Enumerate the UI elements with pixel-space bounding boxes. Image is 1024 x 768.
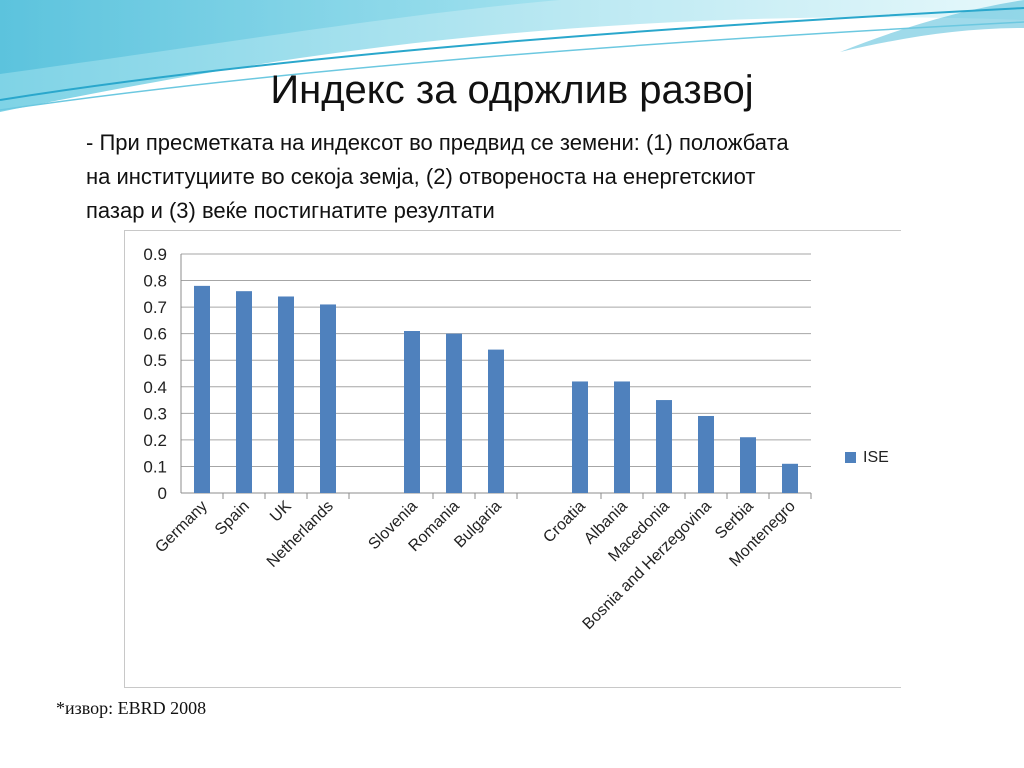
bar-serbia (740, 437, 756, 493)
y-tick-label: 0.2 (143, 431, 167, 450)
body-line-2: на институциите во секоја земја, (2) отв… (86, 164, 756, 189)
bar-slovenia (404, 331, 420, 493)
x-tick-label: Spain (212, 498, 253, 539)
legend-swatch (845, 452, 856, 463)
slide-title: Индекс за одржлив развој (270, 68, 754, 112)
bar-bulgaria (488, 349, 504, 493)
x-tick-label: UK (267, 498, 295, 526)
bar-chart: 0 0.1 0.2 0.3 0.4 0.5 0.6 0.7 0.8 0.9 Germany Spain… (143, 245, 889, 633)
y-tick-label: 0.8 (143, 272, 167, 291)
y-tick-label: 0.6 (143, 325, 167, 344)
chart-frame: 0 0.1 0.2 0.3 0.4 0.5 0.6 0.7 0.8 0.9 Germany Spain… (124, 230, 901, 688)
header-wave-decoration (0, 0, 1024, 112)
source-note: *извор: EBRD 2008 (56, 698, 207, 718)
legend-label: ISE (863, 449, 889, 466)
y-tick-label: 0 (158, 484, 167, 503)
bar-romania (446, 333, 462, 493)
bar-macedonia (656, 400, 672, 493)
slide-body-text: - При пресметката на индексот во предвид… (86, 126, 926, 228)
y-tick-label: 0.5 (143, 351, 167, 370)
body-line-1: - При пресметката на индексот во предвид… (86, 130, 789, 155)
y-tick-label: 0.9 (143, 245, 167, 264)
bar-uk (278, 296, 294, 493)
x-tick-label: Bulgaria (451, 498, 505, 552)
x-tick-label: Germany (152, 498, 211, 557)
y-tick-label: 0.7 (143, 298, 167, 317)
bar-bosnia-and-herzegovina (698, 415, 714, 493)
body-line-3: пазар и (3) веќе постигнатите резултати (86, 198, 495, 223)
x-tick-label: Croatia (540, 498, 589, 547)
bar-albania (614, 381, 630, 493)
y-tick-label: 0.3 (143, 404, 167, 423)
y-tick-label: 0.4 (143, 378, 167, 397)
bar-montenegro (782, 463, 798, 493)
bar-netherlands (320, 304, 336, 493)
y-tick-label: 0.1 (143, 457, 167, 476)
bar-germany (194, 285, 210, 493)
bar-spain (236, 291, 252, 493)
bar-croatia (572, 381, 588, 493)
